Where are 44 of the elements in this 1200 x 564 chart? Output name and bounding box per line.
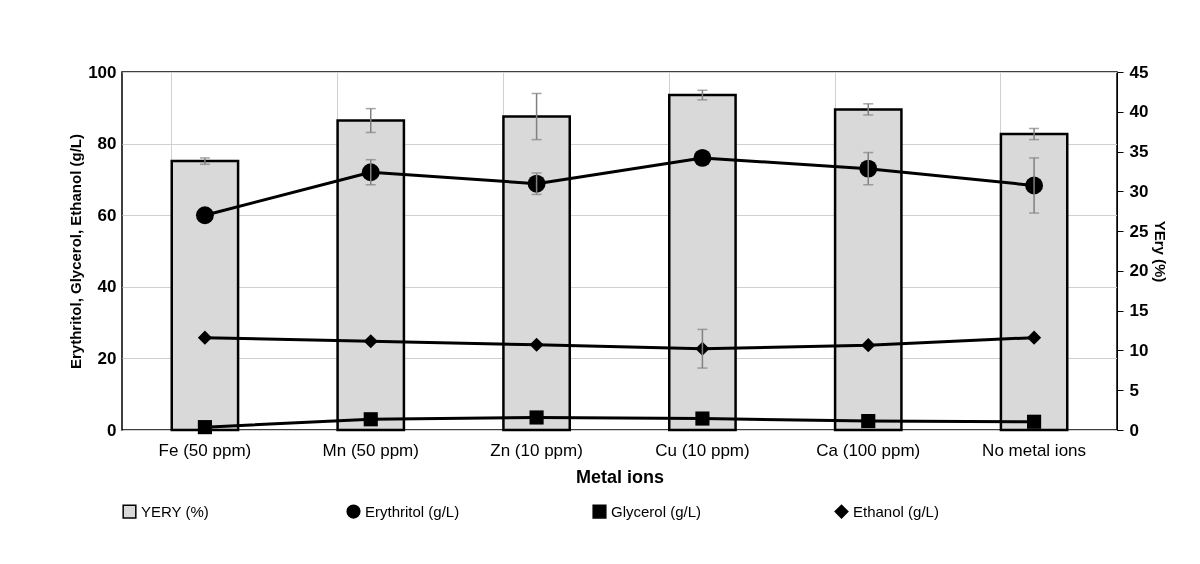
point [1027, 330, 1042, 345]
x-tick-label: Mn (50 ppm) [322, 440, 419, 460]
x-axis-title: Metal ions [575, 466, 665, 487]
y2-tick-label: 10 [1129, 340, 1149, 360]
x-tick-label: Zn (10 ppm) [490, 440, 583, 460]
y-tick-label: 20 [97, 348, 117, 368]
x-tick-label: Fe (50 ppm) [158, 440, 252, 460]
legend-label: Ethanol (g/L) [853, 502, 939, 520]
point [529, 410, 544, 425]
y2-tick-label: 40 [1129, 102, 1149, 122]
point [693, 148, 712, 167]
point [695, 411, 710, 426]
point [195, 206, 214, 225]
y2-tick-label: 25 [1129, 221, 1149, 241]
point [197, 330, 212, 345]
point [1027, 414, 1042, 429]
x-tick-label: Ca (100 ppm) [816, 440, 921, 460]
point [529, 337, 544, 352]
point [527, 174, 546, 193]
legend-label: Erythritol (g/L) [365, 502, 460, 520]
legend-label: Glycerol (g/L) [611, 502, 702, 520]
y2-tick-label: 5 [1129, 380, 1139, 400]
y2-tick-label: 0 [1129, 420, 1139, 440]
y2-tick-label: 15 [1129, 301, 1149, 321]
y-tick-label: 60 [97, 205, 117, 225]
point [861, 413, 876, 429]
y2-axis-title: YEry (%) [1152, 220, 1170, 283]
y-tick-label: 80 [97, 134, 117, 154]
y2-tick-label: 30 [1129, 181, 1149, 201]
point [363, 412, 378, 427]
point [861, 338, 876, 353]
x-tick-label: No metal ions [982, 440, 1087, 460]
legend-label: YERY (%) [141, 502, 209, 520]
point [859, 159, 878, 178]
y2-tick-label: 20 [1129, 261, 1149, 281]
y-tick-label: 40 [97, 277, 117, 297]
point [363, 334, 378, 349]
y2-tick-label: 35 [1129, 142, 1149, 162]
y-tick-label: 100 [88, 62, 117, 82]
y-axis-title: Erythritol, Glycerol, Ethanol (g/L) [67, 133, 85, 370]
point [197, 420, 212, 435]
y2-tick-label: 45 [1129, 62, 1149, 82]
x-tick-label: Cu (10 ppm) [655, 440, 750, 460]
y-tick-label: 0 [107, 420, 117, 440]
